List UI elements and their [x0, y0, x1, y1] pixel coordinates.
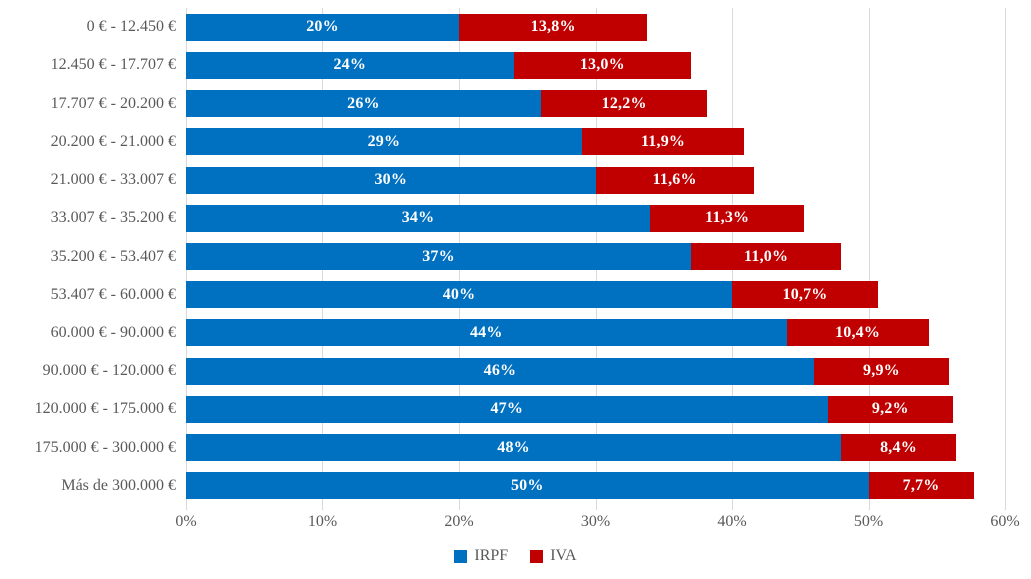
category-label: 35.200 € - 53.407 €	[50, 247, 176, 265]
bar-segment-iva: 11,3%	[650, 204, 805, 232]
bar-row: 48% 8,4%	[186, 429, 1005, 467]
data-label-iva: 11,9%	[640, 132, 686, 150]
x-axis-tick-label: 50%	[853, 513, 884, 530]
data-label-irpf: 34%	[401, 209, 435, 227]
bar-segment-irpf: 20%	[186, 13, 459, 41]
category-label: 33.007 € - 35.200 €	[50, 209, 176, 227]
data-label-iva: 13,8%	[530, 18, 576, 36]
category-label: 120.000 € - 175.000 €	[34, 400, 176, 418]
gridline	[1005, 8, 1006, 510]
bar-segment-irpf: 47%	[186, 395, 828, 423]
bar-segment-iva: 12,2%	[540, 90, 708, 118]
bar-segment-iva: 11,6%	[595, 166, 754, 194]
legend-item-irpf: IRPF	[454, 547, 508, 565]
bar-row: 50% 7,7%	[186, 467, 1005, 505]
data-label-iva: 8,4%	[880, 438, 917, 456]
bar-row: 47% 9,2%	[186, 390, 1005, 428]
bar-segment-irpf: 29%	[186, 128, 582, 156]
x-axis-tick-label: 40%	[717, 513, 747, 530]
x-axis: 0% 10% 20% 30% 40% 50% 60%	[175, 513, 1019, 535]
x-axis-tick-label: 20%	[444, 513, 474, 530]
bar-row: 46% 9,9%	[186, 352, 1005, 390]
data-label-iva: 12,2%	[601, 94, 647, 112]
bar-row: 26% 12,2%	[186, 84, 1005, 122]
data-label-iva: 10,4%	[835, 323, 881, 341]
bar-segment-irpf: 37%	[186, 243, 692, 271]
data-label-irpf: 48%	[497, 438, 530, 456]
gridline	[868, 8, 870, 510]
legend-swatch-irpf-icon	[454, 549, 468, 563]
data-label-irpf: 29%	[367, 132, 401, 150]
category-label: 20.200 € - 21.000 €	[50, 132, 176, 150]
category-labels: 0 € - 12.450 € 12.450 € - 17.707 € 17.707 …	[0, 8, 176, 505]
data-label-iva: 10,7%	[782, 285, 828, 303]
bar-row: 20% 13,8%	[186, 8, 1005, 46]
bar-segment-irpf: 48%	[186, 434, 842, 462]
bar-segment-irpf: 24%	[186, 51, 514, 79]
bar-segment-iva: 11,0%	[691, 243, 842, 271]
data-label-iva: 11,0%	[744, 247, 789, 265]
category-label: 0 € - 12.450 €	[86, 18, 176, 36]
data-label-iva: 11,3%	[705, 209, 750, 227]
category-label: 12.450 € - 17.707 €	[50, 56, 176, 74]
category-label: 90.000 € - 120.000 €	[42, 362, 176, 380]
bar-segment-iva: 11,9%	[581, 128, 745, 156]
legend-label-irpf: IRPF	[474, 547, 509, 564]
data-label-irpf: 26%	[347, 94, 380, 112]
bar-segment-iva: 13,8%	[458, 13, 648, 41]
data-label-irpf: 24%	[333, 56, 367, 74]
data-label-irpf: 37%	[422, 247, 455, 265]
data-label-iva: 7,7%	[902, 476, 940, 494]
bar-segment-iva: 10,4%	[786, 319, 929, 347]
bar-row: 30% 11,6%	[186, 161, 1005, 199]
legend-swatch-iva-icon	[530, 549, 544, 563]
bar-row: 34% 11,3%	[186, 199, 1005, 237]
bar-row: 44% 10,4%	[186, 314, 1005, 352]
x-axis-tick-label: 60%	[990, 513, 1020, 530]
x-axis-tick-label: 10%	[307, 513, 338, 530]
bar-row: 37% 11,0%	[186, 237, 1005, 275]
bar-segment-irpf: 40%	[186, 281, 732, 309]
bar-segment-iva: 9,2%	[827, 395, 954, 423]
data-label-iva: 9,9%	[863, 362, 900, 380]
legend: IRPF IVA	[0, 547, 1031, 565]
category-label: 60.000 € - 90.000 €	[50, 323, 176, 341]
bar-row: 40% 10,7%	[186, 276, 1005, 314]
category-label: 17.707 € - 20.200 €	[50, 94, 176, 112]
bar-segment-iva: 9,9%	[813, 357, 950, 385]
bar-segment-irpf: 50%	[186, 472, 869, 500]
data-label-irpf: 30%	[374, 171, 408, 189]
bar-row: 24% 13,0%	[186, 46, 1005, 84]
plot-area: 20% 13,8% 24% 13,0% 26% 12,2% 29% 11,9% 30% 11,6%…	[186, 8, 1006, 510]
data-label-iva: 13,0%	[579, 56, 625, 74]
bar-segment-irpf: 26%	[186, 90, 541, 118]
bar-row: 29% 11,9%	[186, 123, 1005, 161]
bar-segment-irpf: 34%	[186, 204, 651, 232]
legend-item-iva: IVA	[530, 547, 577, 565]
legend-label-iva: IVA	[550, 547, 577, 564]
bar-segment-iva: 7,7%	[868, 472, 974, 500]
data-label-irpf: 40%	[442, 285, 476, 303]
bar-segment-iva: 13,0%	[513, 51, 692, 79]
bar-segment-irpf: 46%	[186, 357, 814, 385]
bar-segment-iva: 8,4%	[841, 434, 956, 462]
bar-rows: 20% 13,8% 24% 13,0% 26% 12,2% 29% 11,9% 30% 11,6%…	[186, 8, 1005, 505]
category-label: 21.000 € - 33.007 €	[50, 171, 176, 189]
category-label: 175.000 € - 300.000 €	[34, 438, 176, 456]
data-label-irpf: 44%	[469, 323, 503, 341]
data-label-iva: 11,6%	[652, 171, 697, 189]
data-label-irpf: 20%	[306, 18, 339, 36]
category-label: Más de 300.000 €	[61, 476, 176, 494]
data-label-irpf: 47%	[490, 400, 524, 418]
data-label-irpf: 46%	[483, 362, 517, 380]
x-axis-tick-label: 30%	[580, 513, 611, 530]
bar-segment-irpf: 44%	[186, 319, 787, 347]
data-label-irpf: 50%	[510, 476, 544, 494]
bar-segment-irpf: 30%	[186, 166, 596, 194]
data-label-iva: 9,2%	[871, 400, 909, 418]
x-axis-tick-label: 0%	[175, 513, 197, 530]
category-label: 53.407 € - 60.000 €	[50, 285, 176, 303]
bar-segment-iva: 10,7%	[731, 281, 879, 309]
